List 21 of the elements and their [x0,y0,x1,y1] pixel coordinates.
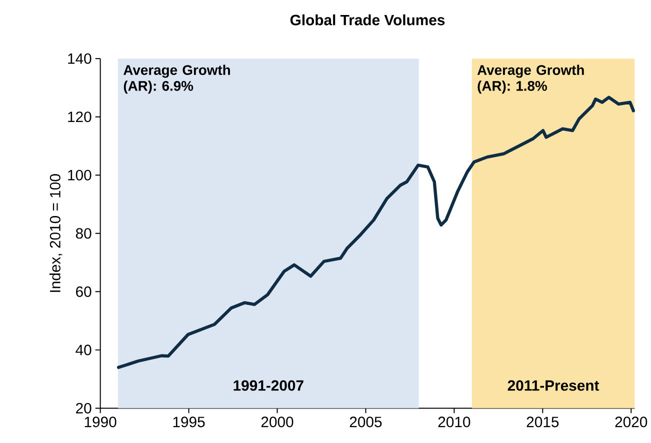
band-label: 2011-Present [508,380,600,391]
line-series [116,96,636,370]
y-tick-label: 20 [76,402,92,414]
y-tick-label: 120 [68,112,92,122]
x-tick-label: 2000 [261,416,294,428]
x-tick-label: 2005 [350,416,382,428]
chart-title: Global Trade Volumes [290,14,445,26]
annotation: Average Growth (AR): 1.8% [477,64,584,94]
band-label: 1991-2007 [234,380,304,391]
x-tick-label: 1990 [84,416,116,428]
x-tick-label: 2015 [526,416,559,428]
y-tick-label: 80 [76,228,92,239]
annotation: Average Growth (AR): 6.9% [124,64,230,94]
x-tick-label: 1995 [173,416,205,428]
y-tick-label: 140 [68,53,92,64]
y-axis-title: Index, 2010 = 100 [49,174,62,292]
y-tick-label: 100 [68,170,92,180]
y-tick-label: 40 [76,344,92,356]
x-tick-label: 2010 [438,416,470,428]
x-tick-label: 2020 [615,416,648,428]
y-tick-label: 60 [76,286,92,297]
